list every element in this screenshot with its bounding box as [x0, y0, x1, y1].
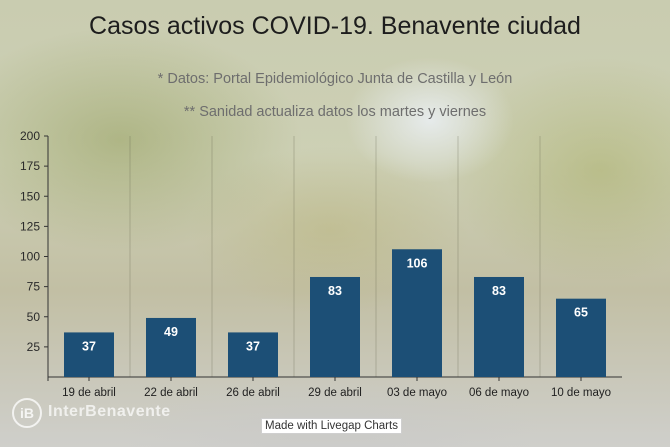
bar: [392, 249, 442, 377]
interbenavente-watermark-text: InterBenavente: [48, 403, 171, 420]
bar: [556, 298, 606, 377]
x-tick-label: 29 de abril: [308, 387, 362, 399]
bar-data-label: 83: [328, 284, 342, 298]
chart-subtitle-source: * Datos: Portal Epidemiológico Junta de …: [157, 71, 513, 87]
x-tick-label: 19 de abril: [62, 387, 116, 399]
x-tick-label: 06 de mayo: [469, 387, 529, 399]
bar-data-label: 65: [574, 306, 588, 320]
y-tick-label: 200: [20, 129, 40, 143]
y-tick-label: 25: [27, 340, 41, 354]
bar-data-label: 37: [246, 339, 260, 353]
interbenavente-badge-icon: iB: [12, 398, 42, 428]
bar: [146, 317, 196, 377]
bar: [228, 332, 278, 377]
x-tick-label: 26 de abril: [226, 387, 280, 399]
livegap-credit: Made with Livegap Charts: [261, 418, 402, 434]
interbenavente-watermark-logo: iB InterBenavente: [12, 398, 222, 428]
bar-data-label: 49: [164, 325, 178, 339]
y-tick-label: 75: [27, 280, 41, 294]
y-tick-label: 175: [20, 159, 40, 173]
bar: [64, 332, 114, 377]
y-tick-label: 100: [20, 250, 40, 264]
chart-subtitle-update-note: ** Sanidad actualiza datos los martes y …: [183, 104, 487, 120]
x-tick-label: 03 de mayo: [387, 387, 447, 399]
y-tick-label: 150: [20, 189, 40, 203]
y-tick-label: 50: [27, 310, 41, 324]
x-tick-label: 10 de mayo: [551, 387, 611, 399]
x-tick-label: 22 de abril: [144, 387, 198, 399]
bar-data-label: 83: [492, 284, 506, 298]
bar-data-label: 37: [82, 339, 96, 353]
bar: [310, 276, 360, 377]
bar: [474, 276, 524, 377]
y-tick-label: 125: [20, 219, 40, 233]
chart-title: Casos activos COVID-19. Benavente ciudad: [89, 12, 581, 40]
bar-data-label: 106: [407, 256, 428, 270]
